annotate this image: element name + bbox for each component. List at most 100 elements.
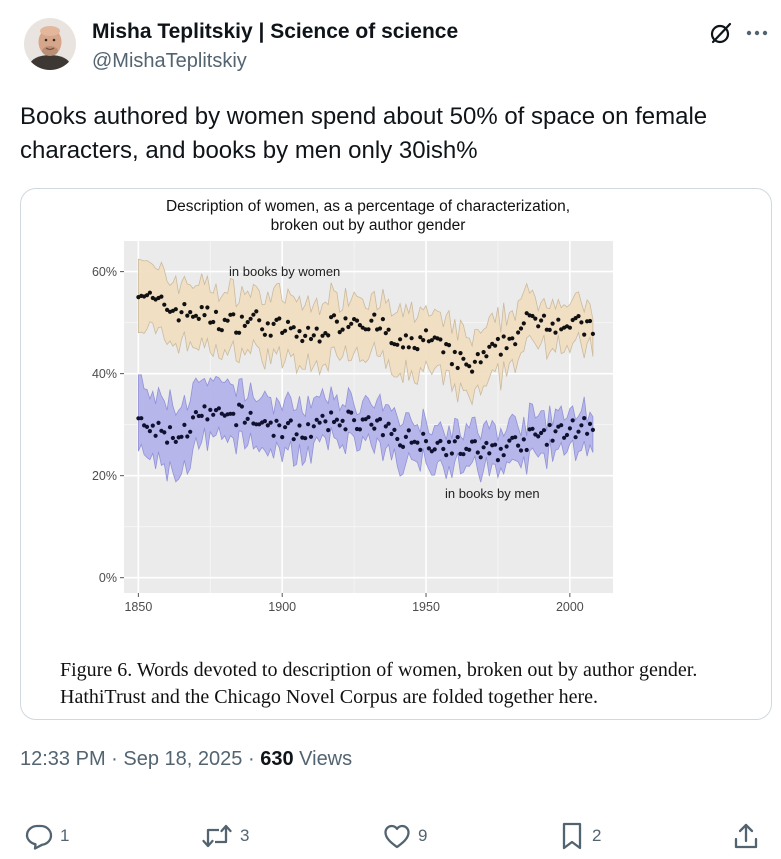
more-icon[interactable]	[742, 18, 772, 48]
data-point	[306, 422, 311, 427]
data-point	[366, 327, 371, 332]
y-tick-label: 60%	[92, 265, 117, 279]
data-point	[179, 434, 184, 439]
data-point	[521, 321, 526, 326]
data-point	[208, 407, 213, 412]
figure-caption: Figure 6. Words devoted to description o…	[60, 657, 770, 711]
tweet-meta: 12:33 PM · Sep 18, 2025 · 630 Views	[20, 748, 352, 771]
data-point	[567, 426, 573, 431]
data-point	[507, 438, 512, 443]
data-point	[245, 416, 250, 421]
data-point	[484, 354, 489, 359]
like-button[interactable]: 9	[382, 816, 427, 856]
data-point	[366, 415, 371, 420]
data-point	[271, 321, 276, 326]
author-handle[interactable]: @MishaTeplitskiy	[92, 50, 247, 72]
data-point	[383, 331, 388, 336]
data-point	[346, 324, 351, 330]
data-point	[254, 309, 259, 314]
data-point	[357, 427, 362, 432]
data-point	[582, 416, 587, 421]
share-button[interactable]	[732, 816, 760, 856]
data-point	[585, 431, 590, 436]
data-point	[472, 439, 477, 444]
data-point	[265, 423, 270, 428]
data-point	[277, 316, 282, 321]
data-point	[297, 329, 302, 334]
data-point	[449, 362, 454, 367]
author-name[interactable]: Misha Teplitskiy | Science of science	[92, 20, 459, 43]
data-point	[352, 418, 357, 423]
data-point	[536, 324, 541, 329]
data-point	[334, 417, 339, 422]
data-point	[421, 338, 426, 343]
data-point	[495, 336, 500, 342]
data-point	[539, 318, 544, 323]
data-point	[357, 323, 362, 328]
data-point	[386, 327, 391, 332]
data-point	[340, 327, 345, 332]
data-point	[475, 352, 480, 357]
data-point	[182, 422, 187, 427]
data-point	[354, 318, 360, 323]
data-point	[303, 333, 308, 338]
timestamp-time[interactable]: 12:33 PM	[20, 748, 106, 770]
data-point	[377, 326, 383, 331]
data-point	[403, 333, 408, 338]
data-point	[406, 345, 411, 350]
data-point	[562, 435, 567, 440]
data-point	[285, 421, 291, 426]
data-point	[311, 333, 316, 338]
grok-icon[interactable]	[706, 18, 736, 48]
data-point	[587, 421, 593, 426]
data-point	[308, 336, 314, 342]
data-point	[418, 335, 423, 340]
data-point	[285, 319, 291, 324]
data-point	[567, 325, 573, 330]
data-point	[297, 423, 302, 428]
data-point	[544, 442, 549, 447]
data-point	[202, 404, 207, 409]
data-point	[423, 328, 429, 333]
repost-button[interactable]: 3	[200, 816, 249, 856]
data-point	[139, 416, 144, 421]
series-band-men	[138, 374, 594, 483]
bookmark-button[interactable]: 2	[558, 816, 601, 856]
data-point	[225, 318, 230, 323]
data-point	[576, 429, 581, 434]
data-point	[211, 319, 216, 325]
data-point	[576, 314, 581, 319]
data-point	[334, 319, 339, 324]
data-point	[455, 365, 460, 371]
data-point	[541, 428, 547, 433]
data-point	[441, 350, 446, 355]
data-point	[363, 327, 368, 332]
reply-button[interactable]: 1	[24, 816, 69, 856]
data-point	[553, 330, 558, 335]
tweet-text-line: characters, and books by men only 30ish%	[20, 137, 478, 164]
data-point	[288, 418, 293, 423]
data-point	[398, 337, 403, 342]
data-point	[162, 302, 167, 307]
data-point	[262, 419, 267, 424]
data-point	[386, 421, 391, 426]
data-point	[317, 339, 322, 344]
data-point	[340, 418, 345, 423]
data-point	[380, 317, 385, 322]
data-point	[331, 419, 337, 425]
timestamp-date[interactable]: Sep 18, 2025	[123, 748, 243, 770]
data-point	[392, 427, 397, 432]
data-point	[213, 309, 219, 314]
data-point	[291, 437, 296, 442]
data-point	[478, 360, 483, 365]
data-point	[369, 318, 374, 323]
avatar[interactable]	[24, 18, 76, 70]
data-point	[268, 333, 273, 338]
data-point	[228, 411, 233, 416]
data-point	[533, 316, 538, 321]
tweet-media[interactable]: in books by women in books by men 60% 40% 20…	[20, 188, 772, 720]
data-point	[303, 436, 308, 441]
data-point	[553, 429, 558, 434]
data-point	[199, 413, 204, 418]
chart-subtitle: broken out by author gender	[271, 217, 466, 234]
